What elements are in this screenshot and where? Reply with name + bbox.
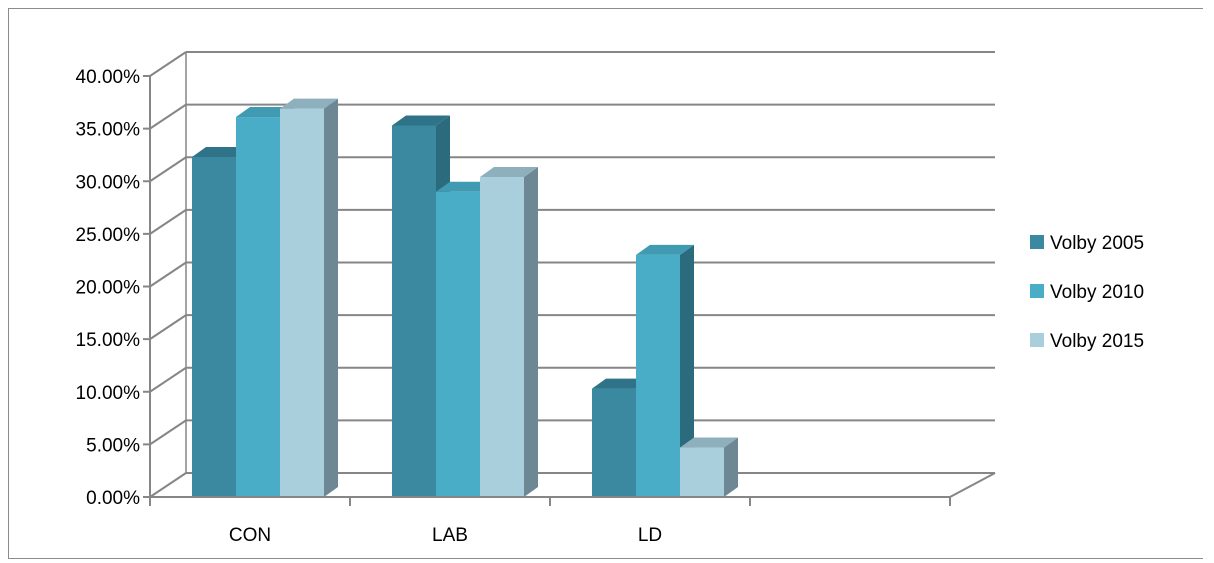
bar-top — [192, 147, 250, 158]
bar — [680, 437, 738, 497]
side-wall-line — [149, 261, 187, 288]
side-wall-line — [149, 472, 187, 498]
bar-side — [724, 437, 738, 497]
legend-item: Volby 2005 — [1030, 233, 1144, 254]
bar-top — [480, 167, 538, 178]
y-tick-label: 0.00% — [86, 488, 140, 509]
bar-top — [436, 181, 494, 192]
bar-top — [680, 437, 738, 448]
bar — [480, 167, 538, 498]
y-tick-label: 40.00% — [76, 67, 141, 88]
legend-label: Volby 2005 — [1050, 233, 1144, 254]
floor-edge — [949, 472, 996, 498]
bar-front — [636, 254, 680, 497]
x-tick-label: LD — [638, 525, 662, 546]
side-wall-line — [149, 51, 187, 77]
bar-front — [480, 177, 524, 498]
bar — [636, 244, 694, 497]
bar-side — [680, 244, 694, 497]
bar-top — [236, 107, 294, 118]
legend-swatch — [1030, 235, 1044, 249]
bar-front — [680, 447, 724, 497]
y-tick-label: 30.00% — [76, 172, 141, 193]
bar-top — [280, 98, 338, 109]
x-tick-label: CON — [229, 525, 271, 546]
bar-top — [592, 378, 650, 389]
bar — [280, 98, 338, 497]
bar-front — [392, 125, 436, 497]
y-tick-label: 10.00% — [76, 383, 141, 404]
side-wall-line — [149, 366, 187, 393]
legend-item: Volby 2010 — [1030, 282, 1144, 303]
bar-side — [524, 167, 538, 498]
bars-layer — [192, 98, 738, 498]
bar-side — [324, 98, 338, 497]
bar-top — [392, 115, 450, 126]
legend: Volby 2005 Volby 2010 Volby 2015 — [1030, 233, 1144, 352]
side-wall-line — [149, 156, 187, 183]
side-wall-line — [149, 314, 187, 340]
y-tick-label: 20.00% — [76, 278, 141, 299]
bar-front — [236, 117, 280, 498]
x-tick-label: LAB — [432, 525, 468, 546]
legend-swatch — [1030, 333, 1044, 347]
side-wall-line — [149, 209, 187, 235]
bar-front — [280, 108, 324, 497]
bar-front — [436, 191, 480, 497]
side-wall-line — [149, 419, 187, 446]
legend-swatch — [1030, 284, 1044, 298]
side-wall-line — [149, 103, 187, 130]
y-tick-label: 5.00% — [86, 435, 140, 456]
y-tick-label: 15.00% — [76, 330, 141, 351]
bar-front — [592, 388, 636, 497]
y-tick-label: 35.00% — [76, 120, 141, 141]
bar-top — [636, 244, 694, 255]
bar-front — [192, 157, 236, 498]
legend-label: Volby 2015 — [1050, 331, 1144, 352]
axis-layer: 0.00% 5.00% 10.00% 15.00% 20.00% 25.00% 30.00%… — [76, 67, 951, 546]
y-tick-label: 25.00% — [76, 225, 141, 246]
legend-item: Volby 2015 — [1030, 331, 1144, 352]
legend-label: Volby 2010 — [1050, 282, 1144, 303]
